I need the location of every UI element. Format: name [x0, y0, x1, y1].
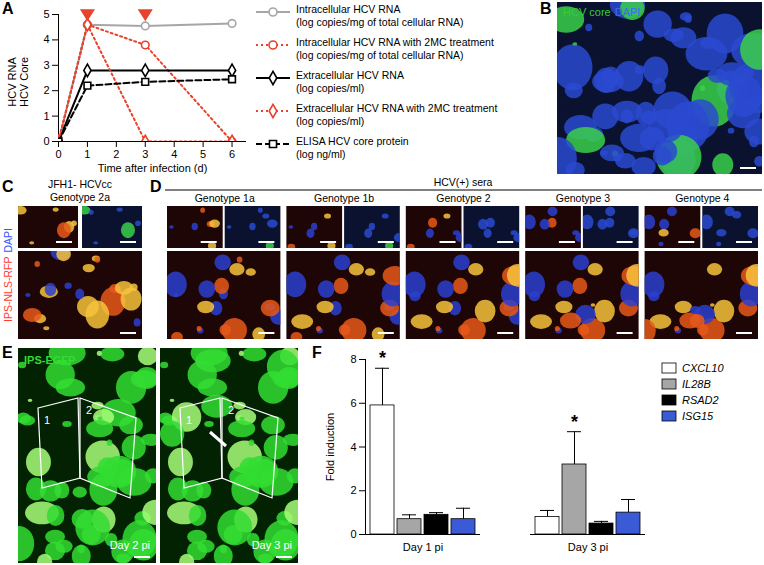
svg-text:1: 1 — [186, 414, 192, 426]
svg-text:*: * — [571, 412, 578, 432]
svg-text:2: 2 — [350, 484, 356, 496]
svg-text:RSAD2: RSAD2 — [682, 394, 719, 406]
svg-text:(log copies/mg of total cellul: (log copies/mg of total cellular RNA) — [296, 49, 463, 61]
svg-text:IPS-EGFP: IPS-EGFP — [24, 354, 75, 366]
svg-text:Intracellular HCV RNA: Intracellular HCV RNA — [296, 3, 400, 15]
svg-text:IPS-NLS-RFPDAPI: IPS-NLS-RFPDAPI — [2, 228, 14, 322]
svg-text:5: 5 — [43, 8, 49, 20]
svg-text:Genotype 4: Genotype 4 — [675, 192, 729, 204]
svg-text:Fold induction: Fold induction — [324, 413, 336, 482]
svg-text:E: E — [2, 344, 13, 361]
svg-text:JFH1- HCVcc: JFH1- HCVcc — [48, 178, 112, 190]
svg-text:Day 2 pi: Day 2 pi — [110, 539, 150, 551]
svg-text:6: 6 — [229, 148, 235, 160]
svg-text:0: 0 — [55, 148, 61, 160]
svg-text:4: 4 — [350, 441, 356, 453]
svg-text:(log ng/ml): (log ng/ml) — [296, 148, 346, 160]
svg-text:0: 0 — [350, 528, 356, 540]
svg-text:(log copies/ml): (log copies/ml) — [296, 115, 364, 127]
svg-text:Day 1 pi: Day 1 pi — [403, 541, 443, 553]
svg-text:1: 1 — [43, 110, 49, 122]
svg-text:1: 1 — [84, 148, 90, 160]
svg-text:(log copies/ml): (log copies/ml) — [296, 82, 364, 94]
svg-text:Genotype 1b: Genotype 1b — [314, 192, 374, 204]
svg-text:HCV RNAHCV Core: HCV RNAHCV Core — [6, 57, 31, 107]
svg-text:A: A — [2, 0, 14, 17]
svg-text:Extracellular HCV RNA with 2MC: Extracellular HCV RNA with 2MC treatment — [296, 102, 497, 114]
svg-text:*: * — [379, 348, 386, 368]
svg-text:4: 4 — [43, 33, 49, 45]
svg-text:Genotype 3: Genotype 3 — [556, 192, 610, 204]
svg-text:0: 0 — [43, 135, 49, 147]
svg-text:2: 2 — [113, 148, 119, 160]
svg-text:Intracellular HCV RNA with 2MC: Intracellular HCV RNA with 2MC treatment — [296, 36, 494, 48]
svg-text:2: 2 — [43, 84, 49, 96]
svg-text:IL28B: IL28B — [682, 378, 711, 390]
svg-text:HCV coreDAPI: HCV coreDAPI — [563, 6, 640, 18]
svg-text:Day 3 pi: Day 3 pi — [252, 539, 292, 551]
svg-text:2: 2 — [228, 404, 234, 416]
svg-text:2: 2 — [86, 404, 92, 416]
svg-text:Extracellular HCV RNA: Extracellular HCV RNA — [296, 69, 404, 81]
svg-text:ELISA HCV core protein: ELISA HCV core protein — [296, 135, 409, 147]
svg-text:Time after infection (d): Time after infection (d) — [98, 162, 208, 174]
svg-text:B: B — [540, 0, 552, 17]
svg-text:C: C — [2, 178, 14, 195]
svg-text:5: 5 — [200, 148, 206, 160]
svg-text:3: 3 — [43, 59, 49, 71]
svg-text:Day 3 pi: Day 3 pi — [568, 541, 608, 553]
svg-text:CXCL10: CXCL10 — [682, 362, 724, 374]
svg-text:Genotype 2: Genotype 2 — [436, 192, 490, 204]
svg-text:D: D — [150, 178, 162, 195]
svg-text:Genotype 1a: Genotype 1a — [195, 192, 255, 204]
svg-text:HCV(+) sera: HCV(+) sera — [434, 176, 493, 188]
svg-text:6: 6 — [350, 397, 356, 409]
svg-text:1: 1 — [44, 414, 50, 426]
svg-text:ISG15: ISG15 — [682, 410, 714, 422]
svg-text:8: 8 — [350, 353, 356, 365]
svg-text:4: 4 — [171, 148, 177, 160]
svg-text:(log copies/mg of total cellul: (log copies/mg of total cellular RNA) — [296, 16, 463, 28]
svg-text:Genotype 2a: Genotype 2a — [50, 191, 110, 203]
svg-text:F: F — [312, 344, 322, 361]
svg-text:3: 3 — [142, 148, 148, 160]
